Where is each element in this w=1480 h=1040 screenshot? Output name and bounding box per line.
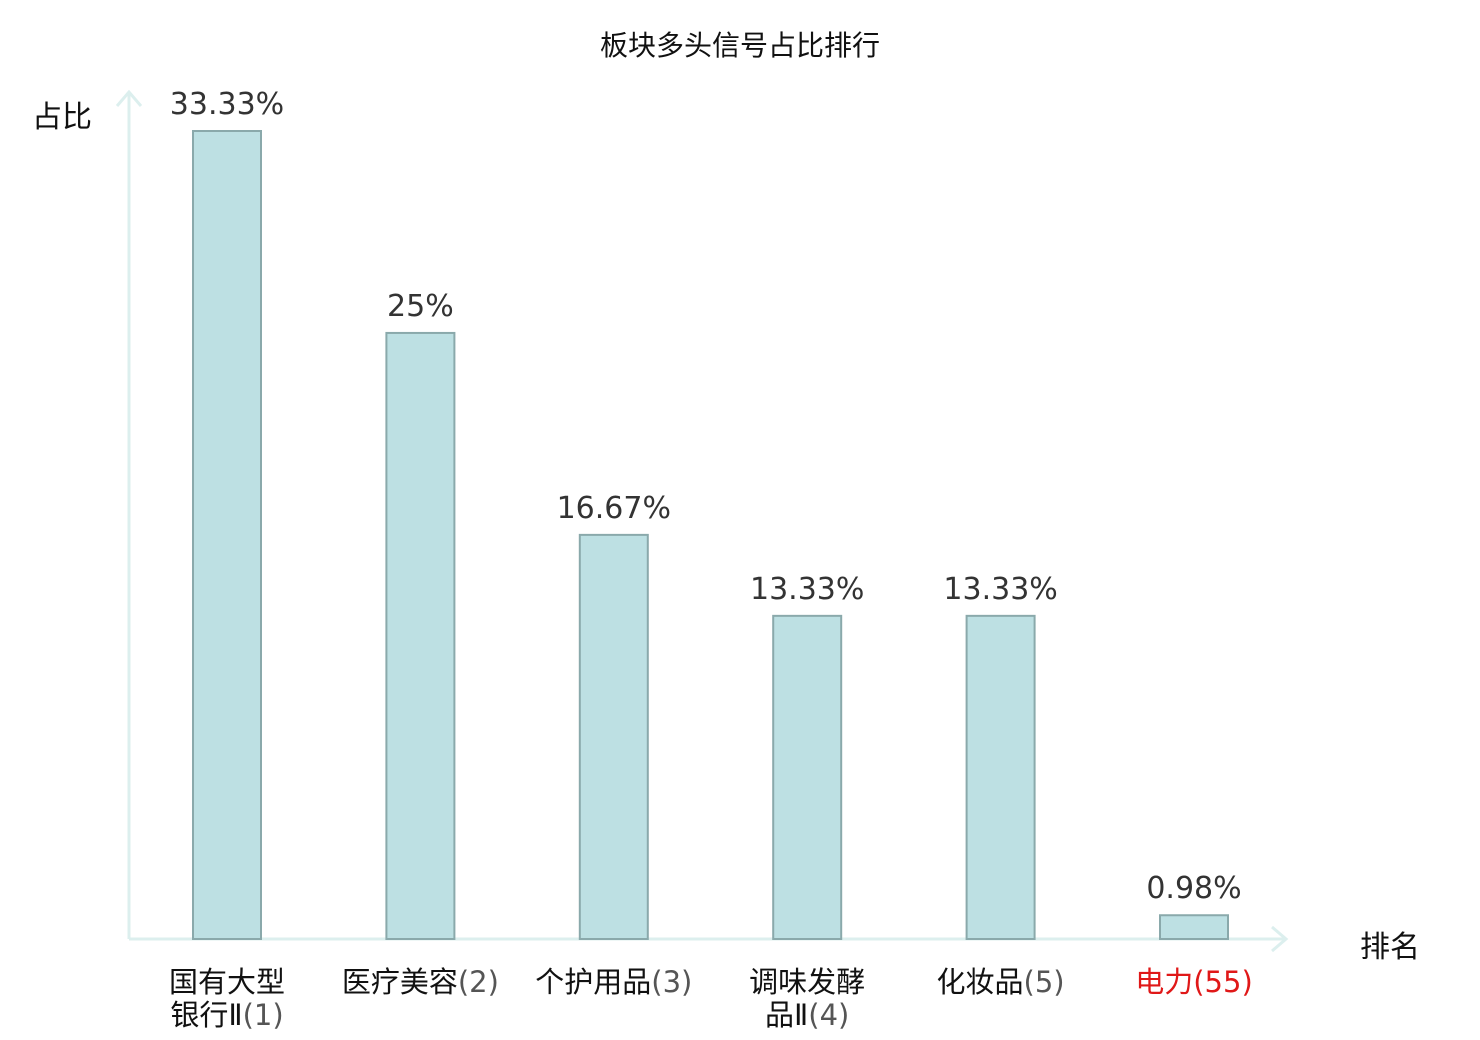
bars [192,130,1229,941]
y-axis-arrow [115,89,143,107]
data-label: 13.33% [943,572,1057,607]
tick-label-name: 医疗美容 [341,965,458,999]
tick-label-rank: (1) [242,998,284,1032]
data-label: 0.98% [1146,871,1241,906]
x-tick-label: 电力(55) [1099,966,1289,999]
tick-label-rank: (5) [1023,965,1065,999]
y-axis-label: 占比 [32,100,92,135]
bar [772,614,843,941]
tick-label-rank: (3) [651,965,693,999]
tick-label-line: 品Ⅱ(4) [712,999,902,1032]
data-label: 33.33% [170,87,284,122]
x-tick-label: 化妆品(5) [906,966,1096,999]
tick-label-line: 银行Ⅱ(1) [132,999,322,1032]
bar [578,533,649,940]
tick-label-line: 化妆品(5) [906,966,1096,999]
tick-label-name: 化妆品 [936,965,1024,999]
x-tick-label: 个护用品(3) [519,966,709,999]
x-tick-label: 国有大型 银行Ⅱ(1) [132,966,322,1032]
tick-label-rank: (55) [1193,965,1253,999]
data-label: 25% [387,289,454,324]
x-tick-label: 医疗美容(2) [325,966,515,999]
tick-label-line: 调味发酵 [712,966,902,999]
tick-label-name: 品Ⅱ [765,998,809,1032]
x-tick-label: 调味发酵 品Ⅱ(4) [712,966,902,1032]
chart-title: 板块多头信号占比排行 [599,29,880,62]
x-axis-label: 排名 [1360,930,1420,965]
tick-label-name: 个护用品 [535,965,652,999]
bar [192,130,262,940]
bar [385,331,456,940]
data-label: 13.33% [750,572,864,607]
tick-label-line: 国有大型 [132,966,322,999]
tick-label-rank: (2) [457,965,499,999]
tick-label-line: 个护用品(3) [519,966,709,999]
value-labels: 33.33% 25% 16.67% 13.33% 13.33% 0.98% [170,87,1242,906]
bar [965,614,1036,941]
tick-label-name: 调味发酵 [749,965,866,999]
tick-label-name: 电力 [1135,965,1194,999]
x-axis-arrow [1271,925,1289,953]
axes [115,89,1289,953]
tick-label-name: 银行Ⅱ [170,998,243,1032]
data-label: 16.67% [557,491,671,526]
tick-label-line: 电力(55) [1099,966,1289,999]
tick-label-rank: (4) [808,998,850,1032]
bar [1159,914,1229,941]
tick-label-name: 国有大型 [168,965,285,999]
tick-label-line: 医疗美容(2) [325,966,515,999]
